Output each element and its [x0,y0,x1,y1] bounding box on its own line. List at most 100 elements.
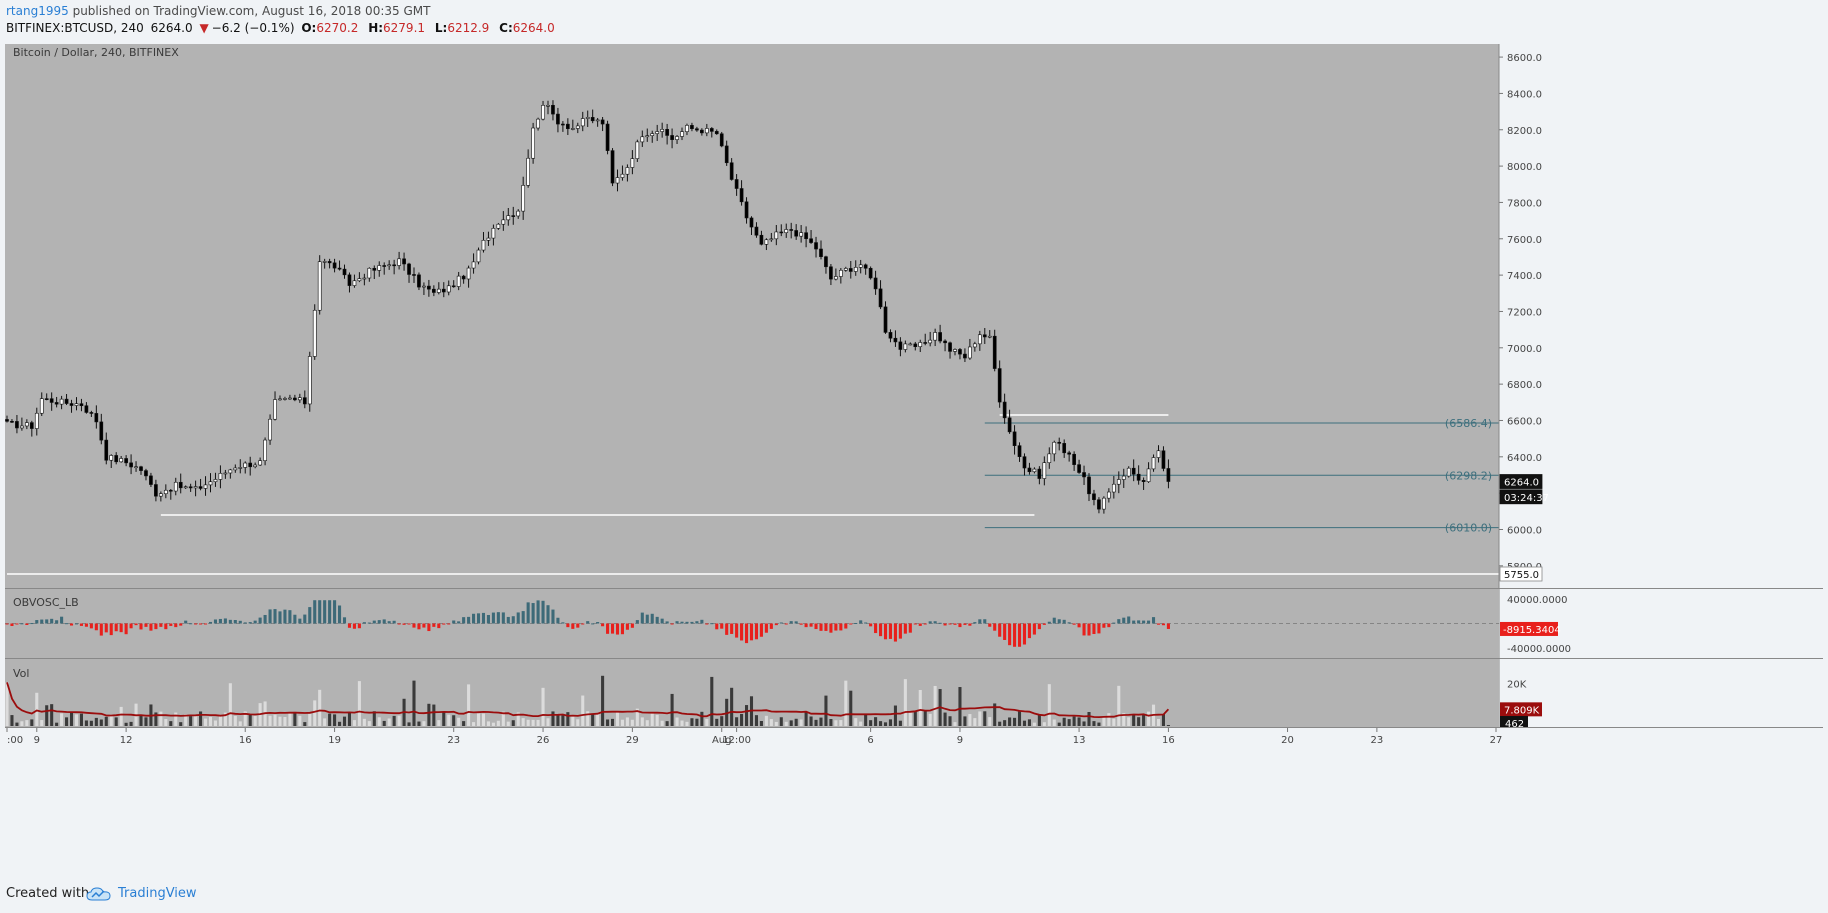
vol-bar-down [963,716,967,726]
vol-bar-up [60,713,64,726]
candle-up [34,412,39,429]
candle-up [1151,457,1156,470]
candle-down [700,129,704,134]
obv-bar-negative [705,623,709,625]
vol-bar-up [645,720,649,726]
obv-bar-negative [1037,623,1041,630]
chart-area[interactable]: Bitcoin / Dollar, 240, BITFINEX (6586.4) (… [5,44,1824,876]
obv-bar-negative [784,623,788,625]
candle-up [620,173,625,178]
candle [427,279,431,297]
candle-down [1136,473,1141,481]
vol-bar-up [273,714,277,726]
obv-bar-negative [988,623,992,627]
candle [10,419,14,424]
vol-bar-up [774,721,778,726]
candle [933,328,937,347]
obv-bar-positive [313,600,317,624]
vol-bar-down [10,715,14,726]
candle [824,255,828,274]
obv-bar-positive [20,623,24,625]
candle-down [943,340,947,344]
candle-down [878,288,883,308]
candle [218,465,223,489]
candle-up [1146,468,1151,482]
obv-bar-negative [754,623,759,640]
chart-svg[interactable]: Bitcoin / Dollar, 240, BITFINEX (6586.4) (… [5,44,1824,876]
vol-bar-down [1067,719,1071,726]
price-axis-label: 6000.0 [1507,525,1542,536]
candle [1002,393,1007,424]
obv-bar-positive [933,621,937,624]
obv-bar-positive [303,614,307,624]
obv-bar-negative [402,623,406,625]
candle-up [531,127,535,159]
candle [486,231,491,246]
obv-bar-negative [1032,623,1036,635]
tradingview-brand[interactable]: TradingView [118,886,197,901]
candle [784,223,789,238]
candle-down [1131,467,1136,475]
candle-up [446,285,451,293]
vol-bar-up [233,715,237,726]
obv-bar-negative [1017,623,1022,647]
vol-bar-down [99,719,103,726]
vol-bar-down [338,721,342,726]
obv-bar-negative [134,623,138,626]
candle-down [556,113,560,125]
vol-bar-up [988,717,992,726]
candle-down [610,150,615,184]
price-axis-label: 6800.0 [1507,380,1542,391]
vol-bar-down [1082,721,1086,726]
price-label-box [1499,489,1543,505]
obv-bar-negative [1087,623,1091,636]
candle [15,415,19,434]
obv-bar-negative [164,623,168,630]
candle-up [784,229,789,234]
low-label: L: [434,21,448,35]
candle-down [888,332,893,339]
vol-bar-down [606,719,610,726]
obv-bar-negative [89,623,93,629]
candle-up [476,249,481,263]
candle-down [804,232,808,240]
obv-bar-positive [526,602,530,624]
obv-bar-positive [362,622,366,624]
vol-bar-up [457,717,461,726]
vol-bar-up [844,680,848,726]
vol-bar-down [690,718,694,726]
vol-bar-up [541,687,545,726]
candle [968,338,972,360]
candle-up [1156,450,1161,458]
candle-up [853,267,858,272]
candle [471,253,476,274]
candle [948,341,952,359]
candle [1087,473,1091,502]
vol-bar-down [566,712,570,726]
candle-up [173,481,178,492]
time-axis-bg [5,728,1823,750]
vol-bar-up [769,719,773,726]
vol-bar-down [189,716,193,726]
candle [660,122,664,138]
price-axis-label: 8200.0 [1507,126,1542,137]
author-link[interactable]: rtang1995 [6,4,69,18]
vol-bar-up [40,720,44,726]
candle-down [719,133,724,147]
vol-bar-down [89,720,93,726]
candle-down [54,402,59,405]
vol-bar-down [1057,722,1061,726]
obv-bar-negative [923,623,927,625]
candle [566,118,570,135]
candle [958,347,962,360]
vol-bar-up [472,722,476,726]
vol-bar-up [298,715,302,726]
candle [446,280,451,296]
time-axis-label: 13 [1073,735,1086,746]
vol-bar-down [824,695,828,726]
obv-bar-negative [199,623,203,625]
candle-down [198,486,203,489]
obv-axis-label: -40000.0000 [1507,644,1571,655]
candle-up [471,261,476,269]
obv-last-label: -8915.3404 [1503,625,1561,636]
